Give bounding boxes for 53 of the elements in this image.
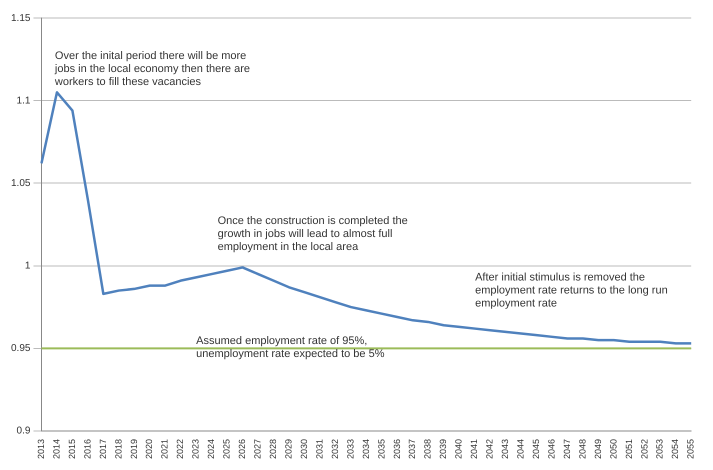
x-tick-label: 2034 (360, 438, 371, 460)
x-tick-label: 2055 (686, 438, 696, 460)
annotation: Over the inital period there will be more jobs in the local economy then there are workers to fill these vacancies (54, 50, 250, 88)
x-tick-label: 2049 (592, 438, 603, 460)
y-tick-label: 0.95 (10, 343, 31, 354)
x-tick-label: 2031 (314, 438, 324, 460)
x-tick-label: 2020 (144, 438, 154, 460)
x-tick-label: 2027 (252, 438, 263, 460)
y-tick-label: 1.05 (10, 178, 31, 189)
x-tick-label: 2037 (407, 438, 418, 460)
x-tick-label: 2054 (670, 438, 680, 460)
x-tick-label: 2035 (376, 438, 386, 460)
x-tick-label: 2016 (82, 438, 92, 460)
y-tick-label: 1.1 (16, 95, 31, 106)
x-tick-label: 2036 (392, 438, 402, 460)
x-tick-label: 2048 (577, 438, 588, 460)
x-tick-label: 2018 (113, 438, 124, 460)
x-tick-label: 2053 (654, 438, 665, 460)
x-tick-label: 2039 (438, 438, 448, 460)
x-tick-label: 2052 (639, 438, 650, 460)
x-tick-label: 2017 (98, 438, 108, 460)
x-tick-label: 2025 (222, 438, 232, 460)
annotation: Once the construction is completed the growth in jobs will lead to almost full employment in the local area (218, 214, 408, 253)
x-tick-label: 2044 (516, 438, 526, 460)
x-tick-label: 2028 (268, 438, 278, 460)
x-tick-label: 2050 (608, 438, 618, 460)
x-tick-label: 2024 (206, 438, 216, 460)
x-tick-label: 2029 (283, 438, 294, 460)
x-tick-label: 2030 (298, 438, 309, 460)
x-tick-label: 2042 (484, 438, 495, 460)
x-tick-label: 2041 (469, 438, 480, 460)
x-tick-label: 2045 (530, 438, 541, 460)
x-tick-label: 2022 (175, 438, 186, 460)
y-tick-label: 1 (24, 260, 31, 272)
x-tick-label: 2032 (330, 438, 340, 460)
x-tick-label: 2013 (36, 438, 46, 460)
x-tick-label: 2019 (128, 438, 139, 460)
annotation: After initial stimulus is removed the employment rate returns to the long run employment rate (475, 272, 668, 310)
y-tick-label: 0.9 (16, 426, 31, 437)
y-tick-label: 1.15 (10, 12, 31, 24)
x-tick-label: 2051 (624, 438, 634, 460)
x-tick-label: 2043 (500, 438, 510, 460)
x-tick-label: 2023 (190, 438, 201, 460)
x-tick-label: 2014 (51, 438, 62, 460)
x-tick-label: 2015 (66, 438, 77, 460)
x-tick-label: 2033 (345, 438, 356, 460)
x-tick-label: 2047 (562, 438, 572, 460)
x-tick-label: 2040 (454, 438, 464, 460)
x-tick-label: 2021 (160, 438, 170, 460)
x-tick-label: 2026 (237, 438, 248, 460)
x-tick-label: 2046 (546, 438, 556, 460)
x-tick-label: 2038 (422, 438, 433, 460)
ref-line-label: Assumed employment rate of 95%, unemployment rate expected to be 5% (196, 334, 385, 360)
